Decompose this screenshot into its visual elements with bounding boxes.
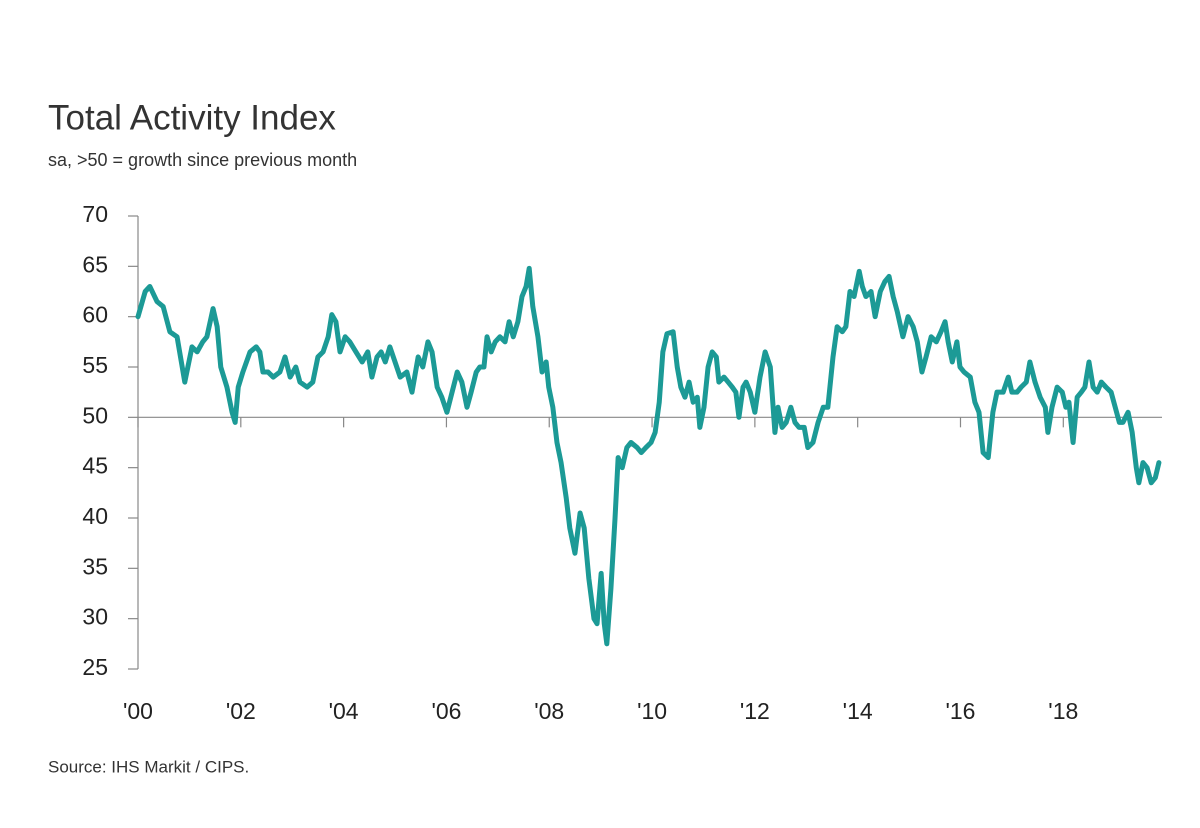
x-tick-label: '08: [534, 698, 564, 724]
y-tick-label: 40: [82, 503, 108, 529]
y-tick-label: 50: [82, 402, 108, 428]
x-tick-label: '16: [945, 698, 975, 724]
y-tick-label: 35: [82, 553, 108, 579]
x-tick-label: '18: [1048, 698, 1078, 724]
x-tick-label: '14: [843, 698, 873, 724]
y-tick-label: 70: [82, 201, 108, 227]
data-line: [135, 265, 1162, 647]
y-tick-label: 65: [82, 251, 108, 277]
x-tick-label: '12: [740, 698, 770, 724]
x-tick-label: '06: [431, 698, 461, 724]
y-tick-label: 25: [82, 654, 108, 680]
chart-title: Total Activity Index: [48, 98, 336, 137]
x-tick-label: '10: [637, 698, 667, 724]
y-tick-label: 55: [82, 352, 108, 378]
x-tick-label: '02: [226, 698, 256, 724]
y-tick-label: 45: [82, 453, 108, 479]
x-tick-label: '04: [329, 698, 359, 724]
y-tick-label: 30: [82, 604, 108, 630]
x-tick-label: '00: [123, 698, 153, 724]
y-tick-label: 60: [82, 302, 108, 328]
chart-subtitle: sa, >50 = growth since previous month: [48, 150, 357, 170]
source-note: Source: IHS Markit / CIPS.: [48, 757, 249, 776]
